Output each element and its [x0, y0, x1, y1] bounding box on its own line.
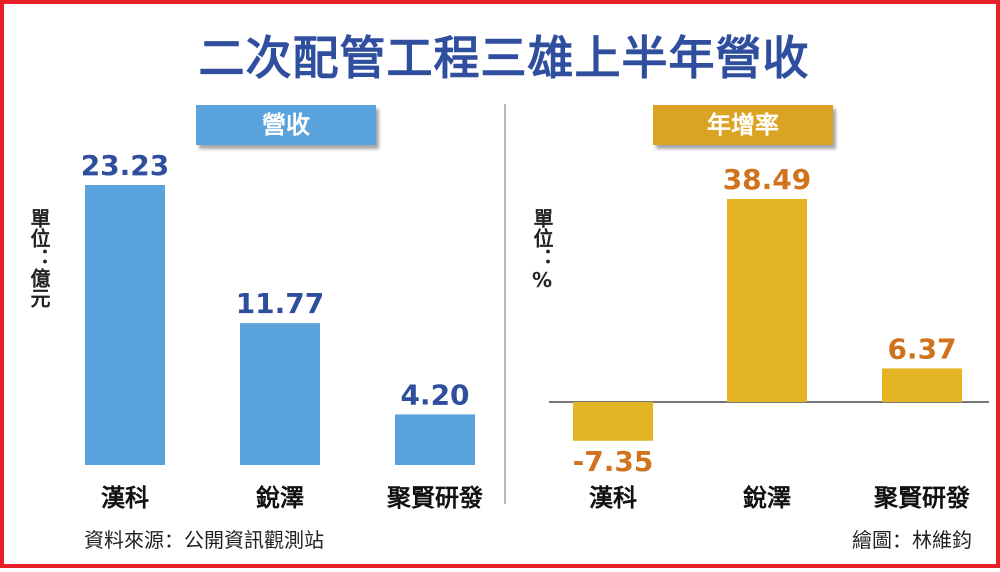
charts-canvas: 23.23 漢科 11.77 銳澤 4.20 聚賢研發 -7.35 漢科 38.49 銳澤 6.37…: [81, 149, 989, 512]
panel-divider: [504, 104, 506, 504]
growth-panel-title: 年增率: [653, 105, 833, 145]
revenue-category-label-3: 聚賢研發: [386, 484, 483, 512]
growth-value-label-1: -7.35: [573, 445, 654, 478]
revenue-value-label-3: 4.20: [400, 378, 469, 411]
growth-value-label-2: 38.49: [723, 163, 812, 196]
growth-bar-3: [882, 368, 962, 402]
revenue-bar-2: [240, 323, 320, 465]
growth-bar-1: [573, 402, 653, 441]
revenue-category-label-1: 漢科: [101, 484, 149, 512]
growth-bar-2: [727, 199, 807, 402]
revenue-value-label-2: 11.77: [236, 287, 325, 320]
chart-title: 二次配管工程三雄上半年營收: [198, 31, 810, 85]
revenue-unit-label: 單位：億元: [27, 208, 51, 308]
growth-category-label-1: 漢科: [589, 484, 637, 512]
revenue-bar-3: [395, 414, 475, 465]
growth-unit-label: 單位：%: [530, 208, 554, 292]
growth-value-label-3: 6.37: [887, 332, 956, 365]
growth-category-label-2: 銳澤: [743, 484, 791, 512]
revenue-bar-1: [85, 185, 165, 465]
revenue-value-label-1: 23.23: [81, 149, 170, 182]
revenue-panel-title: 營收: [196, 105, 376, 145]
revenue-category-label-2: 銳澤: [256, 484, 304, 512]
data-source: 資料來源：公開資訊觀測站: [84, 528, 324, 552]
graphic-credit: 繪圖：林維鈞: [852, 528, 972, 552]
growth-category-label-3: 聚賢研發: [873, 484, 970, 512]
